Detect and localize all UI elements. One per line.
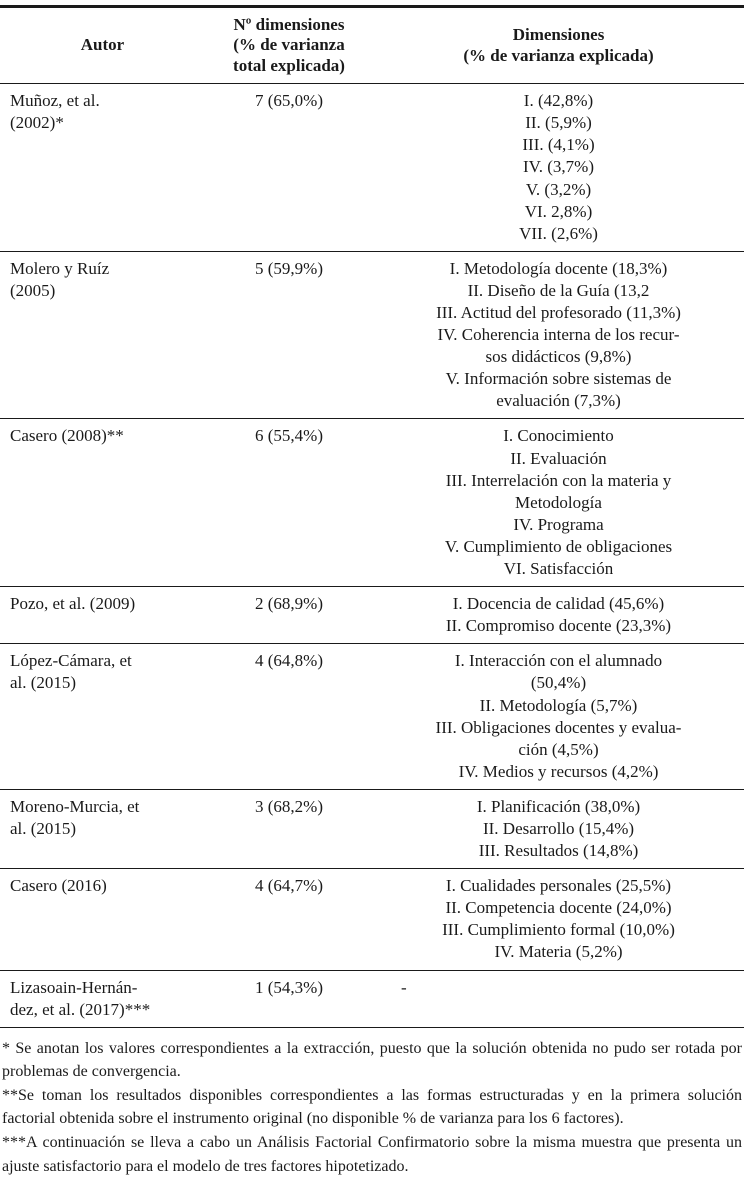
author-cell: López-Cámara, et al. (2015) — [0, 643, 205, 790]
author-cell: Moreno-Murcia, et al. (2015) — [0, 788, 205, 869]
dimension-line: V. Cumplimiento de obligaciones — [444, 536, 673, 556]
table-row: López-Cámara, et al. (2015) 4 (64,8%) I. I… — [0, 643, 744, 790]
author-cell: Casero (2016) — [0, 868, 205, 971]
dimension-line: II. Diseño de la Guía (13,2 — [467, 280, 650, 300]
dimension-line: III. (4,1%) — [522, 135, 595, 155]
author-cell: Muñoz, et al. (2002)* — [10, 91, 100, 133]
n-dimensions-cell: 6 (55,4%) — [205, 418, 373, 587]
dimension-line: I. Docencia de calidad (45,6%) — [452, 594, 665, 614]
author-cell: Pozo, et al. (2009) — [0, 586, 205, 644]
dimension-line: I. (42,8%) — [523, 91, 594, 111]
header-n-dimensiones: Nº dimensiones (% de varianza total expl… — [205, 6, 373, 85]
dimension-line: II. Compromiso docente (23,3%) — [445, 616, 672, 636]
dimension-line: I. Interacción con el alumnado (50,4%) — [454, 651, 663, 693]
dimensions-cell: - — [373, 969, 744, 1028]
table-row: Moreno-Murcia, et al. (2015) 3 (68,2%) I. … — [0, 788, 744, 869]
n-dimensions-cell: 1 (54,3%) — [205, 969, 373, 1028]
dimension-line: III. Resultados (14,8%) — [478, 841, 639, 861]
dimension-line: III. Cumplimiento formal (10,0%) — [442, 920, 675, 940]
table-row: Muñoz, et al. (2002)* 7 (65,0%) I. (42,8%)… — [0, 84, 744, 252]
dimension-line: III. Obligaciones docentes y evalua- ció… — [435, 717, 682, 759]
dimension-line: IV. (3,7%) — [523, 157, 594, 177]
dimension-line: V. Información sobre sistemas de evaluac… — [445, 369, 672, 411]
n-dimensions-cell: 4 (64,7%) — [205, 868, 373, 971]
dimension-line: VI. 2,8%) — [524, 201, 593, 221]
table-row: Lizasoain-Hernán- dez, et al. (2017)*** 1… — [0, 969, 744, 1028]
footnote: ***A continuación se lleva a cabo un Aná… — [2, 1134, 742, 1175]
author-cell: Molero y Ruíz (2005) — [0, 250, 205, 419]
dimensions-cell: I. (42,8%) II. (5,9%) III. (4,1%) IV. (3,7%… — [373, 84, 744, 252]
footnotes: * Se anotan los valores correspondientes… — [0, 1028, 744, 1178]
footnote: * Se anotan los valores correspondientes… — [2, 1039, 742, 1080]
footnote: **Se toman los resultados disponibles co… — [2, 1087, 742, 1128]
n-dimensions-cell: 3 (68,2%) — [205, 788, 373, 869]
dimension-line: IV. Coherencia interna de los recur- sos… — [437, 325, 680, 367]
dimensions-cell: I. Planificación (38,0%) II. Desarrollo (… — [373, 788, 744, 869]
author-cell: Lizasoain-Hernán- dez, et al. (2017)*** — [0, 969, 205, 1028]
header-dimensiones: Dimensiones (% de varianza explicada) — [373, 6, 744, 85]
dimension-line: III. Actitud del profesorado (11,3%) — [436, 303, 681, 323]
dimension-line: - — [401, 977, 407, 997]
n-dimensions-cell: 2 (68,9%) — [205, 586, 373, 644]
dimensions-cell: I. Metodología docente (18,3%) II. Diseño… — [373, 250, 744, 419]
table-row: Casero (2016) 4 (64,7%) I. Cualidades pers… — [0, 868, 744, 971]
dimension-line: III. Interrelación con la materia y Meto… — [445, 470, 672, 512]
dimension-line: II. (5,9%) — [525, 113, 592, 133]
dimension-line: IV. Materia (5,2%) — [494, 942, 623, 962]
header-autor: Autor — [0, 6, 205, 85]
author-cell: Casero (2008)** — [0, 418, 205, 587]
dimension-line: II. Desarrollo (15,4%) — [482, 818, 635, 838]
table-header-row: Autor Nº dimensiones (% de varianza tota… — [0, 6, 744, 85]
table-body: Muñoz, et al. (2002)* 7 (65,0%) I. (42,8%)… — [0, 84, 744, 1028]
table-row: Pozo, et al. (2009) 2 (68,9%) I. Docencia … — [0, 586, 744, 644]
n-dimensions-cell: 7 (65,0%) — [255, 91, 323, 111]
dimension-line: I. Planificación (38,0%) — [476, 796, 641, 816]
dimensions-cell: I. Docencia de calidad (45,6%) II. Compro… — [373, 586, 744, 644]
dimension-line: V. (3,2%) — [525, 179, 592, 199]
dimension-line: IV. Medios y recursos (4,2%) — [458, 761, 659, 781]
dimensions-cell: I. Interacción con el alumnado (50,4%) II… — [373, 643, 744, 790]
dimensions-table: Autor Nº dimensiones (% de varianza tota… — [0, 5, 744, 1028]
dimension-line: II. Metodología (5,7%) — [479, 695, 638, 715]
dimension-line: II. Evaluación — [510, 448, 607, 468]
n-dimensions-cell: 5 (59,9%) — [205, 250, 373, 419]
table-row: Molero y Ruíz (2005) 5 (59,9%) I. Metodolo… — [0, 250, 744, 419]
dimension-line: II. Competencia docente (24,0%) — [445, 898, 672, 918]
n-dimensions-cell: 4 (64,8%) — [205, 643, 373, 790]
dimensions-cell: I. Cualidades personales (25,5%) II. Comp… — [373, 868, 744, 971]
dimension-line: IV. Programa — [513, 514, 604, 534]
dimension-line: VI. Satisfacción — [503, 559, 614, 579]
table-row: Casero (2008)** 6 (55,4%) I. Conocimiento I… — [0, 418, 744, 587]
dimension-line: I. Metodología docente (18,3%) — [449, 258, 668, 278]
dimension-line: I. Cualidades personales (25,5%) — [445, 876, 672, 896]
dimension-line: VII. (2,6%) — [519, 223, 598, 243]
dimension-line: I. Conocimiento — [503, 426, 614, 446]
dimensions-cell: I. Conocimiento II. Evaluación III. Interr… — [373, 418, 744, 587]
